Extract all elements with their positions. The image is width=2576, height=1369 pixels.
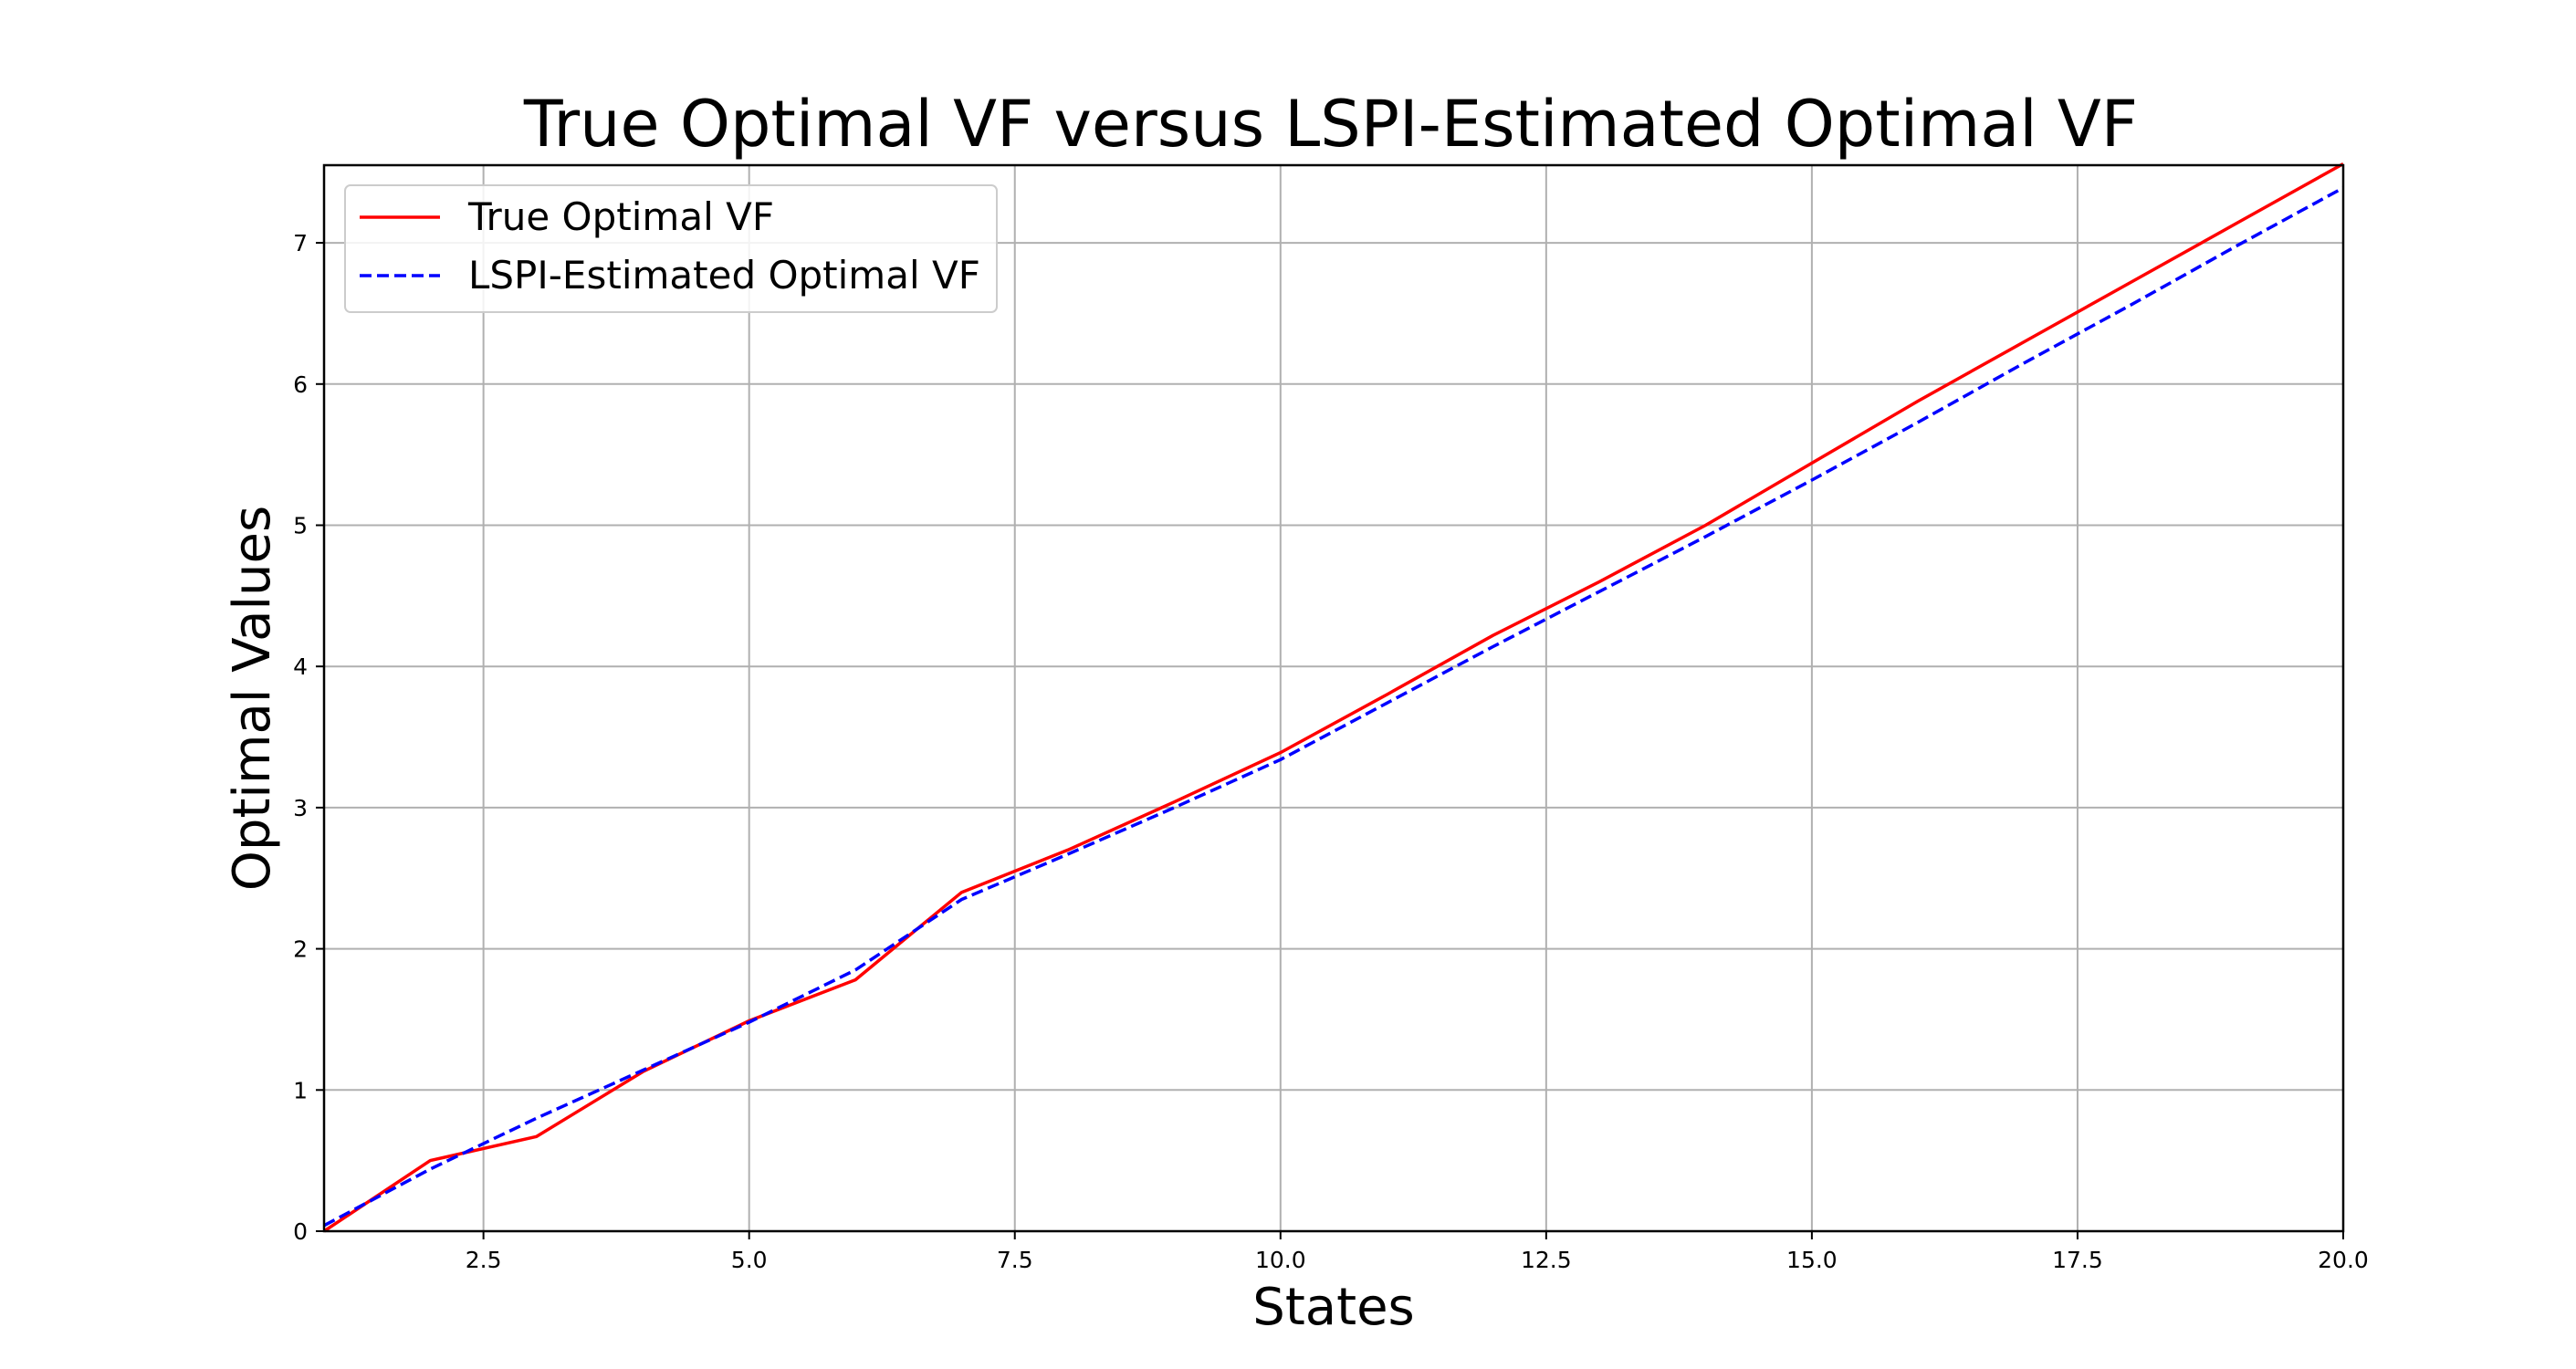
y-tick-label: 4 [293,653,308,680]
y-tick-label: 1 [293,1077,308,1103]
x-tick-label: 2.5 [466,1247,502,1273]
x-tick-label: 7.5 [997,1247,1033,1273]
y-tick-label: 3 [293,795,308,821]
legend-label-lspi-estimated-optimal-vf: LSPI-Estimated Optimal VF [468,253,980,298]
x-tick-label: 20.0 [2318,1247,2369,1273]
y-tick-label: 0 [293,1218,308,1245]
legend-box [344,184,998,313]
series-lines [323,162,2344,1233]
y-tick-label: 6 [293,371,308,398]
series-line-lspi-estimated-optimal-vf [323,186,2344,1228]
x-tick-label: 15.0 [1786,1247,1838,1273]
legend-label-true-optimal-vf: True Optimal VF [467,194,774,239]
legend: True Optimal VF LSPI-Estimated Optimal V… [344,184,998,313]
y-tick-label: 2 [293,936,308,963]
x-axis-title: States [1252,1278,1414,1337]
plot-frame [322,163,2345,1233]
chart-title: True Optimal VF versus LSPI-Estimated Op… [523,87,2138,162]
x-tick-label: 5.0 [731,1247,768,1273]
x-tick-label: 17.5 [2052,1247,2103,1273]
axis-ticks: 2.5 5.0 7.5 10.0 12.5 15.0 17.5 20.0 0 1 2 3 4 5 6 7 [293,230,2369,1273]
x-tick-label: 10.0 [1255,1247,1306,1273]
y-axis-title: Optimal Values [223,506,282,891]
x-tick-label: 12.5 [1521,1247,1572,1273]
y-tick-label: 5 [293,512,308,538]
y-tick-label: 7 [293,230,308,256]
